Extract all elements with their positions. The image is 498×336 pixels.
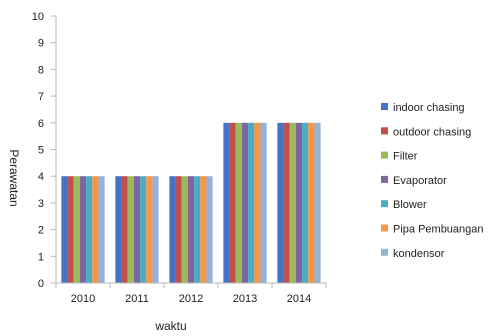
bar xyxy=(308,122,315,283)
bar xyxy=(175,176,182,283)
bar xyxy=(146,176,153,283)
bar xyxy=(86,176,93,283)
bar xyxy=(314,122,321,283)
legend-label: outdoor chasing xyxy=(393,126,471,138)
x-tick-label: 2012 xyxy=(179,293,203,305)
x-tick-label: 2011 xyxy=(125,293,149,305)
legend-label: Pipa Pembuangan xyxy=(393,224,484,236)
bar xyxy=(200,176,207,283)
bar xyxy=(260,122,267,283)
bar xyxy=(133,176,141,283)
bar xyxy=(241,122,249,283)
y-tick-label: 7 xyxy=(38,91,44,103)
bar xyxy=(283,122,290,283)
legend-label: kondensor xyxy=(393,248,445,260)
bar xyxy=(277,122,284,283)
bar xyxy=(115,176,122,283)
bar xyxy=(302,122,309,283)
bar xyxy=(187,176,195,283)
legend-swatch xyxy=(381,127,388,135)
bar xyxy=(67,176,74,283)
legend-swatch xyxy=(381,248,388,256)
x-tick-label: 2010 xyxy=(71,293,95,305)
bar xyxy=(73,176,80,283)
legend-label: Blower xyxy=(393,199,427,211)
bar xyxy=(61,176,68,283)
y-axis-title: Perawatan xyxy=(7,149,21,206)
bar xyxy=(121,176,128,283)
bar xyxy=(181,176,188,283)
bar xyxy=(235,122,242,283)
bar xyxy=(289,122,296,283)
bar xyxy=(206,176,213,283)
legend-swatch xyxy=(381,200,388,208)
bar xyxy=(248,122,255,283)
y-tick-label: 3 xyxy=(38,198,44,210)
bar xyxy=(169,176,176,283)
bar xyxy=(229,122,236,283)
bar xyxy=(140,176,147,283)
x-axis-title: waktu xyxy=(154,319,186,333)
y-tick-label: 0 xyxy=(38,278,44,290)
bar xyxy=(92,176,99,283)
y-tick-label: 8 xyxy=(38,64,44,76)
legend: indoor chasing outdoor chasing Filter Evapo… xyxy=(381,102,484,260)
bar xyxy=(79,176,87,283)
legend-label: Evaporator xyxy=(393,175,447,187)
y-tick-label: 5 xyxy=(38,145,44,157)
y-tick-label: 9 xyxy=(38,38,44,50)
legend-swatch xyxy=(381,103,388,110)
y-axis-ticks: 0 1 2 3 4 5 6 7 8 9 10 xyxy=(32,11,56,290)
y-tick-label: 4 xyxy=(38,171,44,183)
x-axis-ticks: 2010 2011 2012 2013 2014 xyxy=(55,283,327,305)
y-tick-label: 10 xyxy=(32,11,44,23)
bar xyxy=(194,176,201,283)
legend-swatch xyxy=(381,151,388,159)
x-tick-label: 2014 xyxy=(287,293,311,305)
bar xyxy=(152,176,159,283)
bar xyxy=(223,122,230,283)
bar xyxy=(254,122,261,283)
x-tick-label: 2013 xyxy=(233,293,257,305)
bar xyxy=(127,176,134,283)
bar xyxy=(98,176,105,283)
y-tick-label: 2 xyxy=(38,225,44,237)
y-tick-label: 1 xyxy=(38,251,44,263)
legend-swatch xyxy=(381,175,388,183)
bar xyxy=(295,122,303,283)
legend-label: Filter xyxy=(393,151,418,163)
legend-label: indoor chasing xyxy=(393,102,465,114)
legend-swatch xyxy=(381,224,388,232)
bars xyxy=(61,122,321,283)
y-tick-label: 6 xyxy=(38,118,44,130)
